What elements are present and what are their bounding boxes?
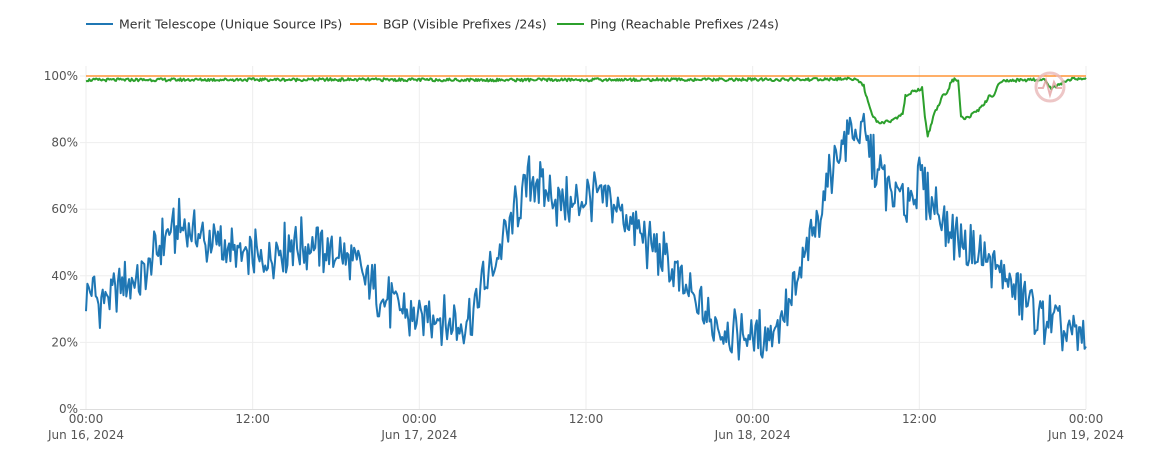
series-line-ping (85, 76, 1087, 138)
legend-label-merit: Merit Telescope (Unique Source IPs) (119, 17, 342, 32)
series-line-merit (85, 112, 1087, 361)
y-tick-label: 80% (51, 136, 78, 150)
series-layer (85, 75, 1087, 361)
legend-item-ping[interactable]: Ping (Reachable Prefixes /24s) (557, 17, 779, 32)
x-tick-date: Jun 19, 2024 (1047, 428, 1124, 442)
legend[interactable]: Merit Telescope (Unique Source IPs) BGP … (86, 17, 779, 32)
legend-item-merit[interactable]: Merit Telescope (Unique Source IPs) (86, 17, 342, 32)
y-axis: 0% 20% 40% 60% 80% 100% (44, 69, 78, 416)
y-tick-label: 60% (51, 202, 78, 216)
x-tick-time: 00:00 (1069, 412, 1104, 426)
x-tick-time: 00:00 (69, 412, 104, 426)
x-tick-time: 12:00 (235, 412, 270, 426)
y-tick-label: 20% (51, 335, 78, 349)
y-tick-label: 100% (44, 69, 78, 83)
x-tick-date: Jun 17, 2024 (380, 428, 457, 442)
x-axis: 00:00 Jun 16, 2024 12:00 00:00 Jun 17, 2024 1… (47, 412, 1124, 442)
x-tick-date: Jun 16, 2024 (47, 428, 124, 442)
y-tick-label: 40% (51, 269, 78, 283)
legend-label-bgp: BGP (Visible Prefixes /24s) (383, 17, 547, 32)
x-tick-date: Jun 18, 2024 (714, 428, 791, 442)
x-tick-time: 12:00 (902, 412, 937, 426)
grid (80, 66, 1087, 409)
x-tick-time: 00:00 (402, 412, 437, 426)
x-tick-time: 12:00 (569, 412, 604, 426)
watermark-logo (1034, 71, 1066, 103)
legend-label-ping: Ping (Reachable Prefixes /24s) (590, 17, 779, 32)
legend-item-bgp[interactable]: BGP (Visible Prefixes /24s) (350, 17, 547, 32)
x-tick-time: 00:00 (735, 412, 770, 426)
y-tick-label: 0% (59, 402, 78, 416)
